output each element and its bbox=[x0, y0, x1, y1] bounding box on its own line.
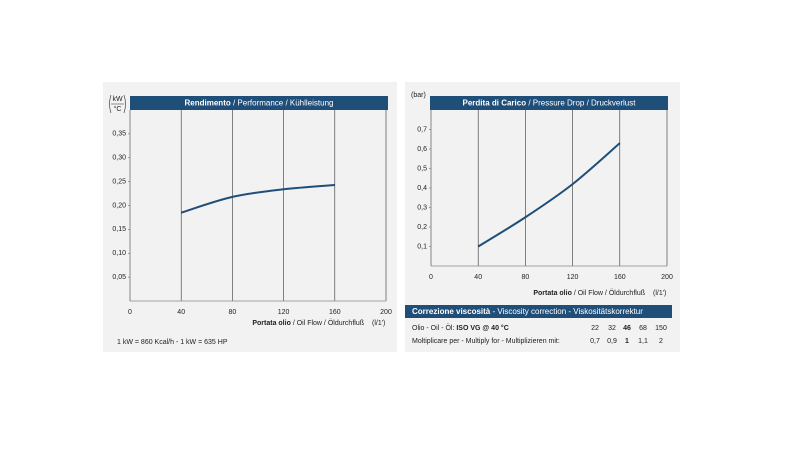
table-cell: 0,9 bbox=[607, 338, 617, 345]
table-cell: 0,7 bbox=[590, 338, 600, 345]
x-tick-label: 120 bbox=[567, 274, 579, 281]
curve bbox=[180, 183, 335, 214]
table-cell: 22 bbox=[591, 325, 599, 332]
y-unit: (bar) bbox=[411, 92, 426, 99]
title-bar bbox=[130, 96, 388, 110]
y-tick-label: 0,3 bbox=[417, 204, 427, 211]
y-tick-label: 0,5 bbox=[417, 165, 427, 172]
unit-bracket bbox=[109, 94, 126, 114]
table-header bbox=[405, 305, 672, 318]
y-tick-label: 0,20 bbox=[112, 202, 126, 209]
x-tick-label: 80 bbox=[522, 274, 530, 281]
x-axis-label: Portata olio / Oil Flow / Öldurchfluß bbox=[252, 319, 364, 327]
panel bbox=[103, 82, 397, 352]
x-tick-label: 80 bbox=[229, 309, 237, 316]
y-tick-label: 0,35 bbox=[112, 131, 126, 138]
row-label-plain: Olio - Oil - Öl: bbox=[412, 324, 454, 332]
row-label: Moltiplicare per - Multiply for - Multip… bbox=[412, 338, 560, 345]
y-unit: kW bbox=[112, 96, 123, 103]
x-label-rest: / Oil Flow / Öldurchfluß bbox=[293, 319, 364, 327]
x-label-rest: / Oil Flow / Öldurchfluß bbox=[574, 289, 645, 297]
table-title-rest: - Viscosity correction - Viskositätskorr… bbox=[492, 307, 643, 316]
x-tick-label: 160 bbox=[329, 309, 341, 316]
y-tick-label: 0,4 bbox=[417, 185, 427, 192]
x-tick-label: 120 bbox=[278, 309, 290, 316]
y-tick-label: 0,15 bbox=[112, 226, 126, 233]
table-cell: 32 bbox=[608, 325, 616, 332]
table-cell: 46 bbox=[623, 325, 631, 332]
y-tick-label: 0,25 bbox=[112, 178, 126, 185]
chart-title: Perdita di Carico / Pressure Drop / Druc… bbox=[463, 99, 637, 108]
row-label-bold: ISO VG @ 40 °C bbox=[456, 324, 508, 332]
y-tick-label: 0,10 bbox=[112, 250, 126, 257]
y-tick-label: 0,2 bbox=[417, 224, 427, 231]
x-tick-label: 0 bbox=[128, 309, 132, 316]
y-tick-label: 0,6 bbox=[417, 146, 427, 153]
row-label: Olio - Oil - Öl: ISO VG @ 40 °C bbox=[412, 324, 509, 332]
table-cell: 1 bbox=[625, 338, 629, 345]
note: 1 kW = 860 Kcal/h - 1 kW = 635 HP bbox=[117, 339, 228, 346]
table-cell: 150 bbox=[655, 325, 667, 332]
x-tick-label: 40 bbox=[177, 309, 185, 316]
x-tick-label: 40 bbox=[474, 274, 482, 281]
y-tick-label: 0,05 bbox=[112, 274, 126, 281]
title-rest: / Pressure Drop / Druckverlust bbox=[528, 99, 636, 108]
title-bold: Rendimento bbox=[185, 99, 231, 108]
title-rest: / Performance / Kühlleistung bbox=[233, 99, 334, 108]
x-label-bold: Portata olio bbox=[252, 320, 291, 327]
table-cell: 1,1 bbox=[638, 338, 648, 345]
chart-title: Rendimento / Performance / Kühlleistung bbox=[185, 99, 334, 108]
y-unit: °C bbox=[114, 105, 122, 113]
x-unit: (l/1') bbox=[653, 290, 666, 297]
x-label-bold: Portata olio bbox=[533, 290, 572, 297]
table-title-bold: Correzione viscosità bbox=[412, 307, 491, 316]
x-tick-label: 200 bbox=[380, 309, 392, 316]
y-tick-label: 0,1 bbox=[417, 243, 427, 250]
table-cell: 68 bbox=[639, 325, 647, 332]
curve bbox=[477, 142, 621, 248]
title-bar bbox=[430, 96, 668, 110]
table-cell: 2 bbox=[659, 338, 663, 345]
x-unit: (l/1') bbox=[372, 320, 385, 327]
title-bold: Perdita di Carico bbox=[463, 99, 527, 108]
x-tick-label: 160 bbox=[614, 274, 626, 281]
x-tick-label: 0 bbox=[429, 274, 433, 281]
y-tick-label: 0,30 bbox=[112, 155, 126, 162]
table-title: Correzione viscosità - Viscosity correct… bbox=[412, 307, 643, 316]
x-tick-label: 200 bbox=[661, 274, 673, 281]
x-axis-label: Portata olio / Oil Flow / Öldurchfluß bbox=[533, 289, 645, 297]
y-tick-label: 0,7 bbox=[417, 126, 427, 133]
